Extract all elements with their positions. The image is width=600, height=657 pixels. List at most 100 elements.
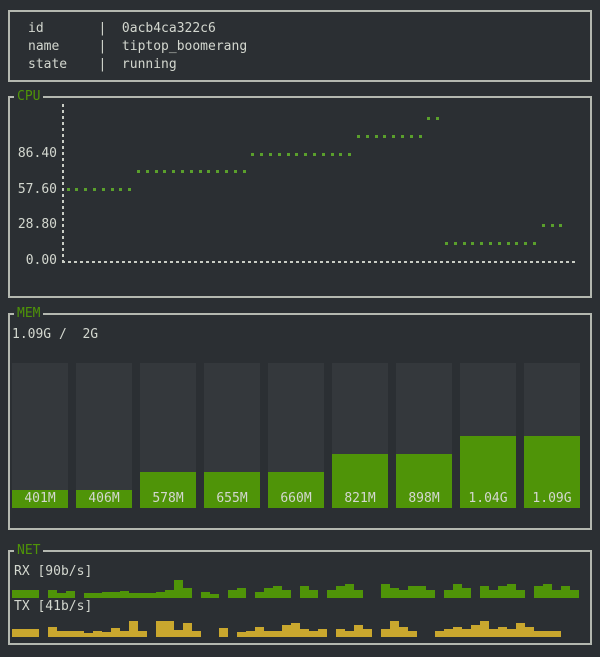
- cpu-data-dot: [251, 152, 255, 156]
- net-tx-bar: [30, 629, 39, 637]
- cpu-data-dot: [383, 134, 387, 138]
- cpu-data-dot: [295, 152, 299, 156]
- net-rx-bar: [309, 590, 318, 598]
- net-rx-bar: [156, 592, 165, 598]
- cpu-data-dot: [180, 170, 184, 174]
- mem-usage-bar: [524, 436, 580, 508]
- net-rx-bar: [165, 590, 174, 598]
- mem-bar-value-label: 821M: [344, 491, 376, 506]
- mem-bar-value-label: 1.04G: [468, 491, 508, 506]
- net-tx-bar: [516, 623, 525, 637]
- net-tx-bar: [399, 627, 408, 637]
- net-rx-bar: [507, 584, 516, 598]
- mem-usage-bar: [12, 490, 68, 508]
- net-tx-bar: [462, 629, 471, 637]
- mem-bar-value-label: 1.09G: [532, 491, 572, 506]
- net-tx-bar: [237, 632, 246, 637]
- mem-usage-bar: [332, 454, 388, 508]
- mem-panel-title: MEM: [14, 306, 44, 321]
- cpu-data-dot: [198, 170, 202, 174]
- net-panel-title: NET: [14, 543, 44, 558]
- net-tx-bar: [381, 629, 390, 637]
- net-tx-bar: [534, 631, 543, 637]
- net-tx-bar: [345, 631, 354, 637]
- cpu-data-dot: [541, 223, 545, 227]
- cpu-data-dot: [559, 223, 563, 227]
- mem-column: 655M: [204, 363, 260, 508]
- cpu-data-dot: [92, 188, 96, 192]
- cpu-data-dot: [84, 188, 88, 192]
- net-tx-bar: [498, 627, 507, 637]
- cpu-data-dot: [66, 188, 70, 192]
- net-rx-bar: [426, 590, 435, 598]
- mem-column: 406M: [76, 363, 132, 508]
- net-tx-bar: [75, 631, 84, 637]
- cpu-data-dot: [268, 152, 272, 156]
- cpu-data-dot: [75, 188, 79, 192]
- cpu-panel: CPU 86.40 57.60 28.80 0.00: [8, 89, 592, 298]
- net-rx-rate-label: RX [90b/s]: [14, 564, 93, 579]
- mem-bar-value-label: 655M: [216, 491, 248, 506]
- net-rx-bar: [84, 593, 93, 598]
- cpu-data-dot: [374, 134, 378, 138]
- net-rx-bar: [480, 586, 489, 598]
- cpu-data-dot: [110, 188, 114, 192]
- net-tx-bar: [291, 623, 300, 637]
- net-rx-bar: [408, 586, 417, 598]
- cpu-data-dot: [224, 170, 228, 174]
- net-tx-bar: [219, 628, 228, 637]
- cpu-data-dot: [233, 170, 237, 174]
- cpu-data-dot: [550, 223, 554, 227]
- cpu-data-dot: [154, 170, 158, 174]
- mem-column: 821M: [332, 363, 388, 508]
- cpu-data-dot: [524, 241, 528, 245]
- net-rx-bar: [462, 588, 471, 598]
- net-rx-bar: [228, 590, 237, 598]
- net-tx-bar: [12, 629, 21, 637]
- cpu-data-dot: [444, 241, 448, 245]
- info-row-name: name | tiptop_boomerang: [28, 39, 248, 54]
- net-rx-bar: [489, 590, 498, 598]
- net-rx-bar: [138, 593, 147, 598]
- mem-bar-value-label: 660M: [280, 491, 312, 506]
- cpu-data-dot: [312, 152, 316, 156]
- net-rx-bar: [336, 586, 345, 598]
- container-info-rows: id | 0acb4ca322c6 name | tiptop_boomerang…: [28, 20, 247, 74]
- cpu-data-dot: [471, 241, 475, 245]
- net-tx-rate-label: TX [41b/s]: [14, 599, 93, 614]
- cpu-data-dot: [119, 188, 123, 192]
- net-tx-sparkline: [12, 619, 579, 637]
- net-rx-bar: [534, 586, 543, 598]
- net-tx-bar: [192, 631, 201, 637]
- cpu-y-tick-label: 28.80: [17, 217, 57, 233]
- mem-usage-bar: [460, 436, 516, 508]
- net-tx-bar: [246, 631, 255, 637]
- cpu-y-tick-label: 0.00: [25, 253, 57, 268]
- net-tx-bar: [120, 631, 129, 637]
- net-tx-bar: [138, 631, 147, 637]
- net-rx-bar: [516, 590, 525, 598]
- net-tx-bar: [282, 625, 291, 637]
- net-tx-bar: [183, 623, 192, 637]
- net-rx-bar: [102, 592, 111, 598]
- cpu-data-dot: [136, 170, 140, 174]
- container-info-panel: id | 0acb4ca322c6 name | tiptop_boomerang…: [8, 10, 592, 82]
- net-rx-bar: [273, 586, 282, 598]
- cpu-data-dot: [339, 152, 343, 156]
- cpu-data-dot: [480, 241, 484, 245]
- net-rx-bar: [417, 586, 426, 598]
- net-tx-bar: [156, 621, 165, 637]
- mem-usage-bar: [204, 472, 260, 508]
- cpu-data-dot: [488, 241, 492, 245]
- mem-column: 660M: [268, 363, 324, 508]
- net-tx-bar: [471, 625, 480, 637]
- net-tx-bar: [111, 628, 120, 637]
- cpu-data-dot: [436, 116, 440, 120]
- mem-bar-value-label: 401M: [24, 491, 56, 506]
- cpu-data-dot: [462, 241, 466, 245]
- net-tx-bar: [453, 627, 462, 637]
- net-tx-bar: [129, 621, 138, 637]
- net-rx-bar: [552, 590, 561, 598]
- net-tx-bar: [354, 625, 363, 637]
